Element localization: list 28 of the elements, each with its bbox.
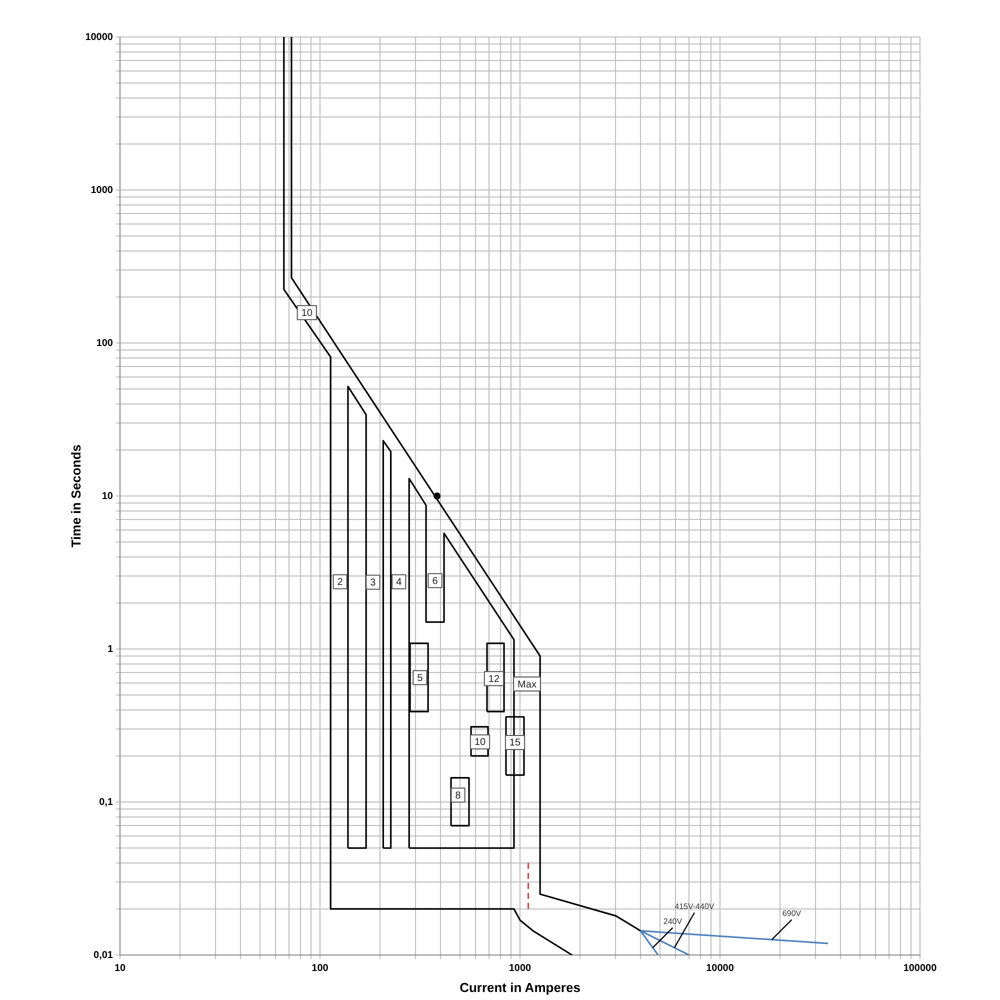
annotation: 4 bbox=[396, 577, 402, 588]
annotation: 3 bbox=[370, 578, 376, 589]
annotation: 12 bbox=[488, 674, 500, 685]
y-tick-label: 0,01 bbox=[94, 950, 114, 961]
annotation: 10 bbox=[301, 308, 313, 319]
y-tick-label: 10000 bbox=[85, 32, 114, 43]
x-tick-label: 100 bbox=[312, 962, 329, 974]
y-tick-label: 0,1 bbox=[99, 796, 114, 808]
x-tick-label: 10 bbox=[114, 962, 126, 974]
x-tick-label: 10000 bbox=[706, 962, 734, 974]
text: 240V bbox=[663, 916, 683, 926]
y-tick-label: 1000 bbox=[90, 184, 114, 196]
annotation: 5 bbox=[417, 672, 424, 684]
annotation: 15 bbox=[509, 738, 521, 749]
annotation: Max bbox=[518, 679, 536, 690]
text: 690V bbox=[782, 908, 802, 918]
text: 415V-440V bbox=[674, 902, 715, 911]
x-axis-title: Current in Amperes bbox=[460, 980, 580, 995]
y-tick-label: 1 bbox=[107, 644, 114, 655]
y-axis-title: Time in Seconds bbox=[68, 444, 84, 548]
x-tick-label: 1000 bbox=[508, 962, 532, 974]
y-tick-label: 10 bbox=[102, 490, 114, 502]
annotation: 6 bbox=[432, 576, 438, 587]
y-tick-label: 100 bbox=[96, 338, 114, 349]
x-tick-label: 100000 bbox=[903, 962, 938, 974]
annotation: 2 bbox=[337, 577, 344, 588]
annotation: 8 bbox=[455, 790, 462, 802]
annotation: 10 bbox=[474, 737, 486, 748]
